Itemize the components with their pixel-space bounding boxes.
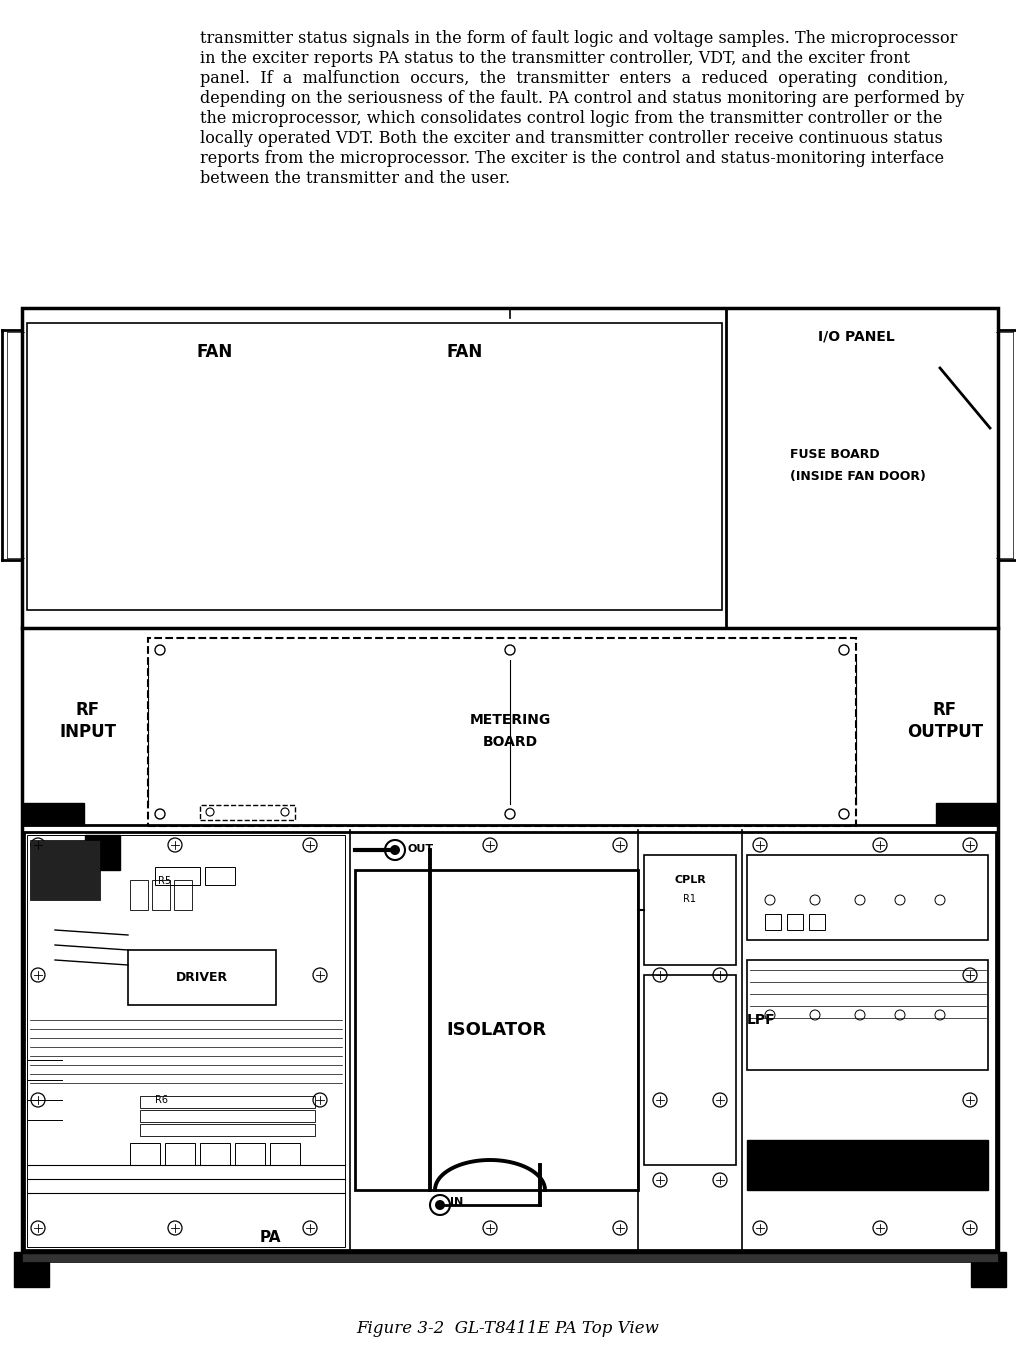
Bar [174,880,192,911]
Text: INPUT: INPUT [60,723,117,741]
Bar [24,803,84,824]
Text: BOARD: BOARD [483,735,537,749]
Text: ISOLATOR: ISOLATOR [446,1021,547,1039]
Text: R6: R6 [155,1095,168,1105]
Bar [140,1096,315,1109]
Text: CPLR: CPLR [675,876,706,885]
Bar [200,806,295,820]
Bar [644,855,736,964]
Text: IN: IN [450,1197,463,1207]
Bar [765,915,781,929]
Text: LPF: LPF [747,1013,775,1026]
Text: reports from the microprocessor. The exciter is the control and status-monitorin: reports from the microprocessor. The exc… [200,150,944,167]
Circle shape [435,1200,445,1210]
Text: the microprocessor, which consolidates control logic from the transmitter contro: the microprocessor, which consolidates c… [200,110,943,127]
Bar [27,835,345,1247]
Text: transmitter status signals in the form of fault logic and voltage samples. The m: transmitter status signals in the form o… [200,30,957,47]
Circle shape [430,1195,450,1215]
Text: RF: RF [76,700,100,719]
Bar [22,308,998,1251]
Text: METERING: METERING [469,713,551,727]
Bar [140,1110,315,1122]
Text: FUSE BOARD: FUSE BOARD [790,449,880,461]
Text: Figure 3-2  GL-T8411E PA Top View: Figure 3-2 GL-T8411E PA Top View [357,1320,659,1338]
Text: OUTPUT: OUTPUT [907,723,983,741]
Bar [205,867,235,885]
Bar [30,841,100,900]
Bar [22,1251,998,1262]
Bar [165,1144,195,1165]
Circle shape [390,845,400,855]
Bar [14,1251,49,1286]
Text: depending on the seriousness of the fault. PA control and status monitoring are : depending on the seriousness of the faul… [200,90,964,106]
Bar [787,915,803,929]
Bar [140,1123,315,1136]
Text: I/O PANEL: I/O PANEL [818,330,894,343]
Text: in the exciter reports PA status to the transmitter controller, VDT, and the exc: in the exciter reports PA status to the … [200,50,910,67]
Bar [128,950,276,1005]
Text: DRIVER: DRIVER [176,971,228,985]
Bar [936,803,996,824]
Bar [148,638,856,826]
Bar [747,960,988,1070]
Bar [24,832,996,1250]
Bar [130,880,148,911]
Bar [747,1140,988,1189]
Bar [200,1144,230,1165]
Text: OUT: OUT [408,845,434,854]
Circle shape [385,841,405,859]
Text: locally operated VDT. Both the exciter and transmitter controller receive contin: locally operated VDT. Both the exciter a… [200,131,943,147]
Bar [355,870,638,1189]
Text: panel.  If  a  malfunction  occurs,  the  transmitter  enters  a  reduced  opera: panel. If a malfunction occurs, the tran… [200,70,949,88]
Text: FAN: FAN [197,343,233,361]
Bar [235,1144,265,1165]
Text: R1: R1 [684,894,697,904]
Bar [152,880,170,911]
Bar [130,1144,160,1165]
Bar [85,835,120,870]
Text: FAN: FAN [447,343,484,361]
Text: (INSIDE FAN DOOR): (INSIDE FAN DOOR) [790,470,926,484]
Bar [971,1251,1006,1286]
Bar [747,855,988,940]
Text: between the transmitter and the user.: between the transmitter and the user. [200,170,510,187]
Bar [809,915,825,929]
Bar [155,867,200,885]
Bar [644,975,736,1165]
Text: PA: PA [259,1231,280,1246]
Text: R5: R5 [158,876,171,886]
Text: RF: RF [933,700,957,719]
Bar [270,1144,300,1165]
Bar [27,323,722,610]
